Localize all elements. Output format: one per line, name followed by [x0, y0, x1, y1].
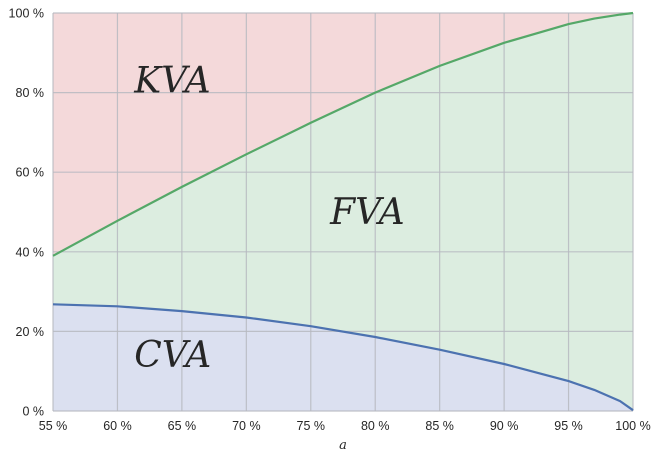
x-tick-label: 90 %	[490, 419, 519, 433]
x-tick-label: 60 %	[103, 419, 132, 433]
region-labels: KVA FVA CVA	[133, 61, 404, 377]
x-tick-label: 80 %	[361, 419, 390, 433]
x-tick-label: 75 %	[297, 419, 326, 433]
y-tick-label: 80 %	[16, 86, 45, 100]
x-tick-label: 100 %	[615, 419, 650, 433]
x-tick-label: 65 %	[168, 419, 197, 433]
y-tick-label: 0 %	[22, 405, 44, 419]
fva-line	[52, 11, 634, 257]
y-tick-label: 40 %	[16, 245, 45, 259]
y-tick-labels: 0 % 20 % 40 % 60 % 80 % 100 %	[9, 7, 44, 419]
grid	[52, 12, 634, 412]
x-tick-label: 55 %	[39, 419, 68, 433]
cva-line	[52, 303, 634, 412]
region-label-cva: CVA	[134, 335, 211, 376]
region-label-fva: FVA	[329, 192, 405, 233]
x-tick-label: 85 %	[425, 419, 454, 433]
region-label-kva: KVA	[133, 61, 210, 102]
kva-area	[53, 13, 633, 256]
y-tick-label: 100 %	[9, 7, 44, 21]
x-axis-label: a	[339, 438, 347, 453]
series-lines	[52, 11, 634, 412]
x-tick-label: 95 %	[554, 419, 583, 433]
fva-area	[53, 13, 633, 411]
y-tick-label: 20 %	[16, 325, 45, 339]
x-tick-label: 70 %	[232, 419, 261, 433]
x-tick-labels: 55 % 60 % 65 % 70 % 75 % 80 % 85 % 90 % 95 % 100 …	[39, 419, 651, 433]
y-tick-label: 60 %	[16, 166, 45, 180]
